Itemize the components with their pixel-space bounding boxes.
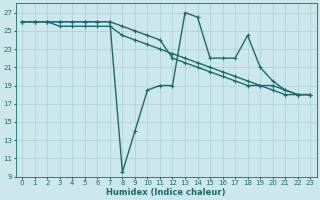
X-axis label: Humidex (Indice chaleur): Humidex (Indice chaleur) [107, 188, 226, 197]
